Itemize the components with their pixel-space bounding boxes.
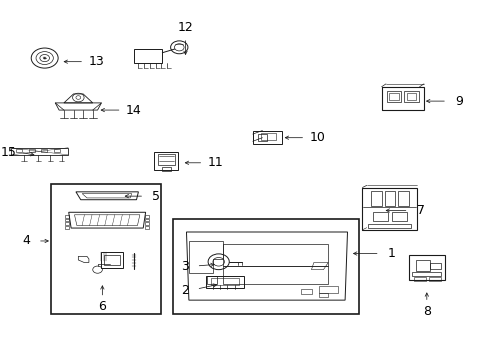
- Text: 4: 4: [22, 234, 30, 247]
- Bar: [158, 154, 175, 165]
- Bar: [54, 149, 60, 152]
- Bar: [413, 272, 441, 276]
- Bar: [206, 276, 244, 288]
- Bar: [65, 222, 69, 225]
- Bar: [398, 192, 409, 206]
- Bar: [262, 134, 276, 140]
- Text: 15: 15: [0, 145, 17, 158]
- Bar: [407, 93, 416, 100]
- Bar: [29, 149, 35, 152]
- Bar: [429, 277, 441, 281]
- Bar: [387, 91, 401, 102]
- Text: 7: 7: [416, 204, 424, 217]
- Bar: [154, 152, 178, 170]
- Bar: [372, 212, 388, 221]
- Bar: [409, 255, 445, 280]
- Text: 1: 1: [388, 247, 395, 260]
- Bar: [222, 266, 328, 284]
- Bar: [65, 215, 69, 218]
- Bar: [368, 224, 412, 228]
- Bar: [385, 192, 395, 206]
- Text: 10: 10: [309, 131, 325, 144]
- Bar: [392, 212, 407, 221]
- Bar: [51, 184, 162, 315]
- Bar: [145, 215, 149, 218]
- Bar: [16, 149, 22, 152]
- Bar: [390, 93, 399, 100]
- Bar: [145, 222, 149, 225]
- Text: 2: 2: [181, 284, 189, 297]
- Bar: [222, 244, 328, 266]
- Bar: [404, 91, 418, 102]
- Bar: [318, 286, 338, 293]
- Bar: [162, 167, 171, 171]
- Bar: [253, 131, 282, 144]
- Text: 13: 13: [88, 55, 104, 68]
- Bar: [145, 226, 149, 229]
- Bar: [145, 219, 149, 221]
- Bar: [207, 276, 217, 284]
- Bar: [430, 263, 441, 269]
- Bar: [382, 87, 424, 110]
- Text: 5: 5: [152, 190, 160, 203]
- Bar: [65, 226, 69, 229]
- Text: 11: 11: [207, 156, 223, 169]
- Bar: [134, 49, 163, 63]
- Text: 12: 12: [178, 21, 194, 34]
- Bar: [414, 277, 426, 281]
- Bar: [65, 219, 69, 221]
- Bar: [319, 293, 328, 297]
- Bar: [301, 289, 312, 294]
- Bar: [416, 260, 430, 271]
- Bar: [211, 278, 239, 285]
- Bar: [101, 252, 123, 268]
- Text: 8: 8: [423, 305, 431, 318]
- Bar: [41, 149, 47, 152]
- Bar: [173, 220, 359, 315]
- Bar: [362, 188, 417, 230]
- Text: 14: 14: [126, 104, 142, 117]
- Bar: [371, 192, 382, 206]
- Bar: [104, 255, 120, 265]
- Text: 3: 3: [181, 260, 189, 273]
- Text: 6: 6: [98, 301, 106, 314]
- Text: 9: 9: [455, 95, 463, 108]
